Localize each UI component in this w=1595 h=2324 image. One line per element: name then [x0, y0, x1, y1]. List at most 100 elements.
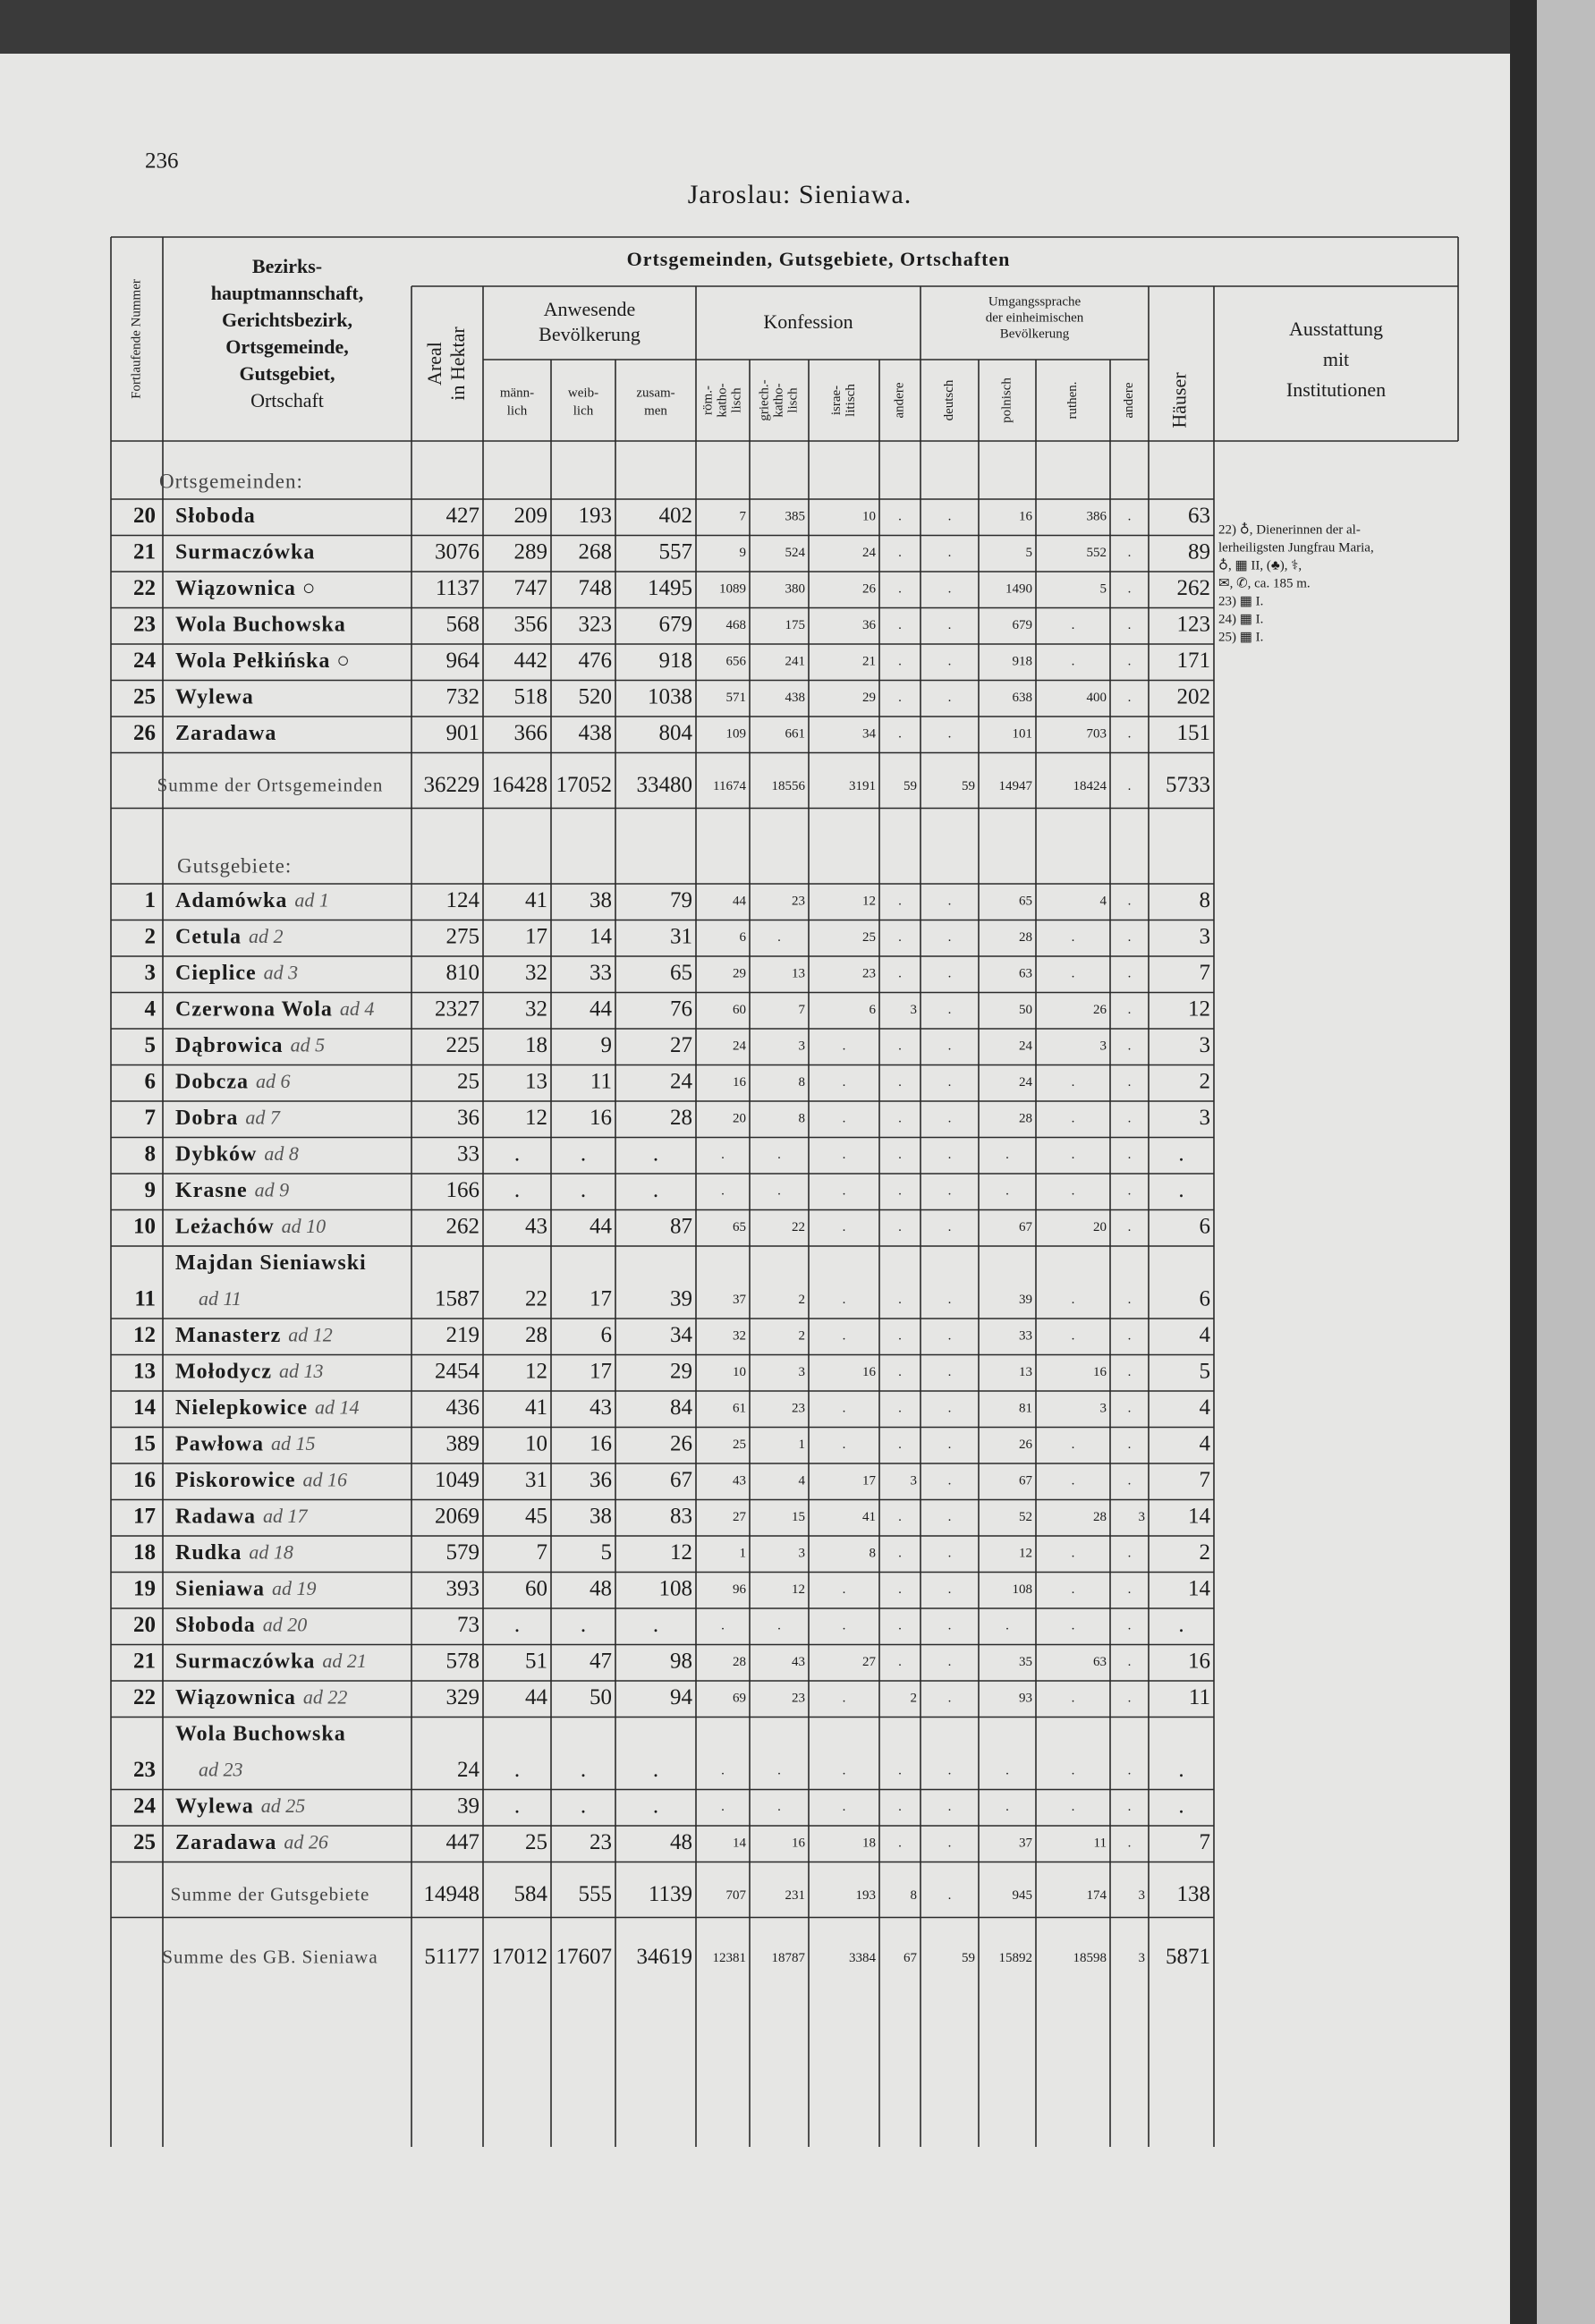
empty-cell: .	[898, 1582, 902, 1597]
cell-value: 17052	[556, 773, 613, 797]
column-header: lich	[507, 403, 528, 418]
cell-value: 109	[726, 727, 747, 742]
cell-value: 63	[1019, 967, 1032, 981]
cell-value: 262	[1177, 576, 1211, 600]
empty-cell: .	[581, 1141, 586, 1166]
name-header: hauptmannschaft,	[211, 282, 364, 304]
cell-value: 468	[726, 618, 747, 632]
empty-cell: .	[898, 895, 902, 909]
facilities-header: Institutionen	[1286, 378, 1386, 401]
place-name: Surmaczówka	[175, 540, 315, 564]
cell-value: 26	[862, 582, 877, 597]
cell-value: 436	[446, 1395, 480, 1420]
empty-cell: .	[514, 1141, 520, 1166]
empty-cell: .	[948, 1402, 952, 1416]
cell-value: 67	[670, 1468, 692, 1492]
empty-cell: .	[948, 1220, 952, 1234]
cell-value: 7	[740, 510, 747, 524]
cell-value: 3	[799, 1039, 806, 1054]
cell-value: 47	[590, 1649, 612, 1673]
empty-cell: .	[948, 1582, 952, 1597]
place-reference: ad 10	[282, 1215, 327, 1237]
cell-value: 555	[579, 1882, 613, 1906]
empty-cell: .	[898, 1836, 902, 1851]
cell-value: 9	[601, 1033, 613, 1057]
cell-value: 1137	[436, 576, 479, 600]
cell-value: 1049	[435, 1468, 479, 1492]
row-number: 21	[133, 539, 156, 564]
cell-value: 101	[1013, 727, 1033, 742]
empty-cell: .	[948, 1474, 952, 1489]
cell-value: 12	[1019, 1547, 1032, 1561]
cell-value: 24	[862, 546, 877, 560]
place-reference: ad 23	[199, 1758, 243, 1780]
empty-cell: .	[948, 1800, 952, 1814]
cell-value: 5	[1200, 1359, 1211, 1383]
empty-cell: .	[898, 1402, 902, 1416]
empty-cell: .	[898, 1293, 902, 1307]
place-name: Krasne	[175, 1179, 248, 1202]
cell-value: 17607	[556, 1945, 613, 1969]
row-number: 12	[133, 1323, 156, 1347]
cell-value: 52	[1019, 1510, 1032, 1524]
cell-value: 518	[514, 684, 548, 708]
empty-cell: .	[581, 1794, 586, 1818]
cell-value: 7	[1200, 961, 1211, 985]
cell-value: 28	[1093, 1510, 1107, 1524]
cell-value: 69	[733, 1692, 746, 1706]
empty-cell: .	[1128, 1438, 1132, 1452]
cell-value: 3	[1200, 1106, 1211, 1130]
empty-cell: .	[898, 582, 902, 597]
place-reference: ad 22	[303, 1685, 348, 1708]
cell-value: 748	[579, 576, 613, 600]
cell-value: 1089	[719, 582, 746, 597]
cell-value: 33480	[637, 773, 693, 797]
area-header: in Hektar	[446, 327, 469, 401]
empty-cell: .	[898, 1039, 902, 1054]
place-name: Majdan Sieniawski	[175, 1251, 367, 1275]
empty-cell: .	[1072, 1293, 1075, 1307]
place-reference: ad 9	[255, 1178, 290, 1200]
cell-value: 13	[525, 1069, 547, 1093]
cell-value: 73	[457, 1613, 479, 1637]
empty-cell: .	[721, 1148, 725, 1162]
cell-value: 520	[579, 684, 613, 708]
cell-value: 804	[659, 721, 693, 745]
place-reference: ad 5	[291, 1033, 326, 1056]
place-reference: ad 25	[261, 1794, 306, 1817]
empty-cell: .	[1072, 930, 1075, 945]
cell-value: 32	[525, 997, 547, 1021]
cell-value: 17	[862, 1474, 877, 1489]
cell-value: 18424	[1073, 779, 1107, 793]
column-header: lisch	[785, 387, 800, 413]
cell-value: 15892	[999, 1951, 1033, 1965]
cell-value: 24	[733, 1039, 747, 1054]
cell-value: 7	[1200, 1830, 1211, 1854]
place-reference: ad 16	[303, 1468, 348, 1490]
cell-value: 26	[1019, 1438, 1033, 1452]
empty-cell: .	[948, 618, 952, 632]
empty-cell: .	[843, 1619, 846, 1633]
empty-cell: .	[948, 1655, 952, 1669]
cell-value: 918	[1013, 655, 1033, 669]
cell-value: 7	[1200, 1468, 1211, 1492]
empty-cell: .	[1128, 618, 1132, 632]
place-reference: ad 4	[340, 997, 375, 1020]
cell-value: 39	[1019, 1293, 1032, 1307]
cell-value: 25	[525, 1830, 547, 1854]
cell-value: 79	[670, 888, 692, 912]
cell-value: 3	[1139, 1888, 1146, 1903]
cell-value: 29	[862, 691, 876, 705]
empty-cell: .	[948, 1619, 952, 1633]
cell-value: 1	[799, 1438, 806, 1452]
cell-value: 6	[740, 930, 747, 945]
place-reference: ad 12	[288, 1323, 333, 1345]
cell-value: 38	[590, 888, 612, 912]
empty-cell: .	[777, 1800, 781, 1814]
cell-value: 76	[670, 997, 692, 1021]
place-name: Słoboda	[175, 505, 256, 528]
cell-value: 4	[1200, 1323, 1211, 1347]
place-name: Surmaczówka	[175, 1650, 315, 1673]
cell-value: 171	[1177, 649, 1211, 673]
cell-value: 402	[659, 504, 693, 528]
